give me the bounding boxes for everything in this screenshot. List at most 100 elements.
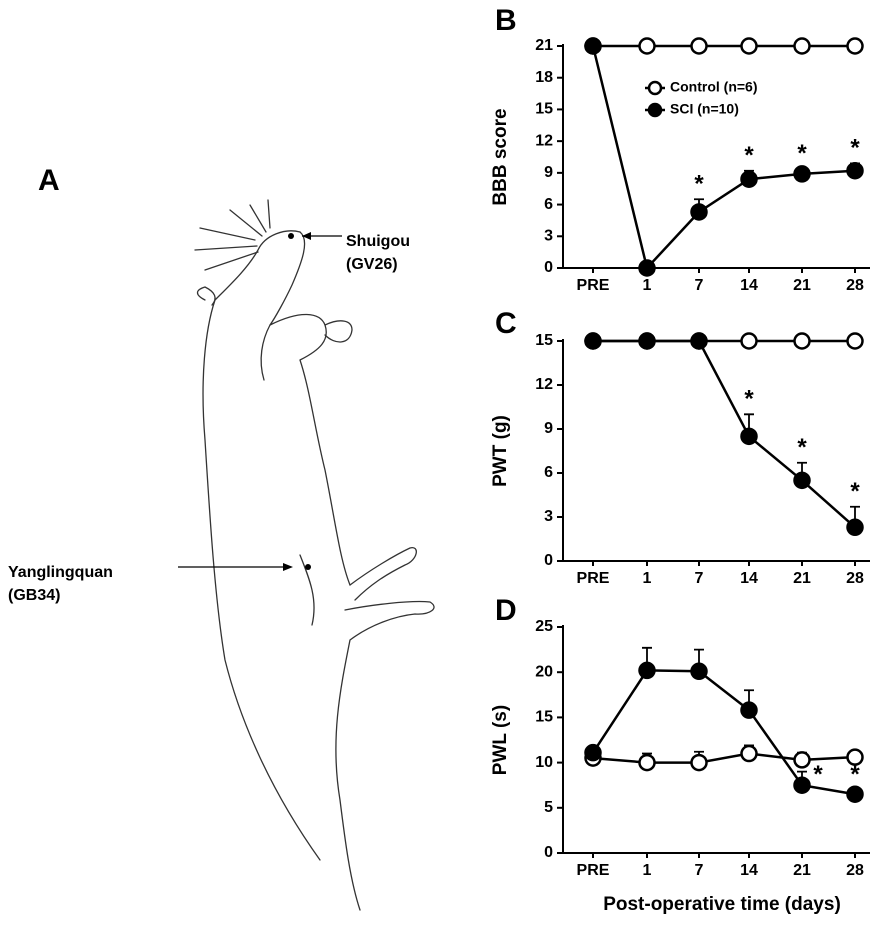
significance-mark: * xyxy=(850,761,860,788)
significance-mark: * xyxy=(797,434,807,461)
x-tick-label: PRE xyxy=(577,570,610,587)
y-tick-label: 0 xyxy=(544,844,553,861)
data-point xyxy=(740,332,758,350)
x-tick-label: PRE xyxy=(577,862,610,879)
y-tick-label: 18 xyxy=(535,69,553,86)
acupoint-name: Yanglingquan xyxy=(8,564,113,581)
x-tick-label: 1 xyxy=(643,277,652,294)
x-tick-label: PRE xyxy=(577,277,610,294)
data-point xyxy=(793,332,811,350)
x-tick-label: 28 xyxy=(846,277,864,294)
x-tick-label: 28 xyxy=(846,862,864,879)
data-point xyxy=(638,37,656,55)
y-tick-label: 21 xyxy=(535,37,553,54)
significance-mark: * xyxy=(744,386,754,413)
y-tick-label: 15 xyxy=(535,332,553,349)
data-point xyxy=(793,776,811,794)
data-point xyxy=(740,744,758,763)
legend-label: Control (n=6) xyxy=(670,79,758,95)
data-point xyxy=(793,37,811,55)
significance-mark: * xyxy=(813,761,823,788)
y-tick-label: 10 xyxy=(535,754,553,771)
data-point xyxy=(846,332,864,350)
x-tick-label: 7 xyxy=(695,277,704,294)
y-axis-label: PWT (g) xyxy=(490,415,511,487)
x-tick-label: 28 xyxy=(846,570,864,587)
y-tick-label: 9 xyxy=(544,164,553,181)
x-tick-label: 7 xyxy=(695,862,704,879)
x-tick-label: 7 xyxy=(695,570,704,587)
data-point xyxy=(793,751,811,769)
y-tick-label: 20 xyxy=(535,663,553,680)
data-point xyxy=(740,170,758,188)
data-point xyxy=(584,37,602,55)
data-point xyxy=(846,161,864,180)
series-line xyxy=(591,45,856,271)
series-line xyxy=(593,339,856,529)
y-tick-label: 0 xyxy=(544,552,553,569)
significance-mark: * xyxy=(850,478,860,505)
x-tick-label: 14 xyxy=(740,570,758,587)
data-point xyxy=(740,427,758,446)
y-axis-label: PWL (s) xyxy=(490,705,511,775)
data-point xyxy=(740,701,758,719)
data-point xyxy=(846,37,864,55)
data-point xyxy=(740,37,758,55)
y-tick-label: 15 xyxy=(535,101,553,118)
data-point xyxy=(638,332,656,350)
panel-label: D xyxy=(495,594,517,627)
x-tick-label: 21 xyxy=(793,862,811,879)
significance-mark: * xyxy=(797,140,807,167)
data-point xyxy=(690,662,708,681)
y-tick-label: 15 xyxy=(535,709,553,726)
legend-marker xyxy=(647,80,663,96)
data-point xyxy=(638,661,656,680)
acupoint-name: Shuigou xyxy=(346,233,410,250)
data-point xyxy=(584,332,602,350)
rat-drawing xyxy=(178,199,435,911)
data-point xyxy=(690,37,708,55)
data-point xyxy=(638,259,656,277)
data-point xyxy=(690,203,708,221)
panel-label: B xyxy=(495,4,517,37)
significance-mark: * xyxy=(744,142,754,169)
y-tick-label: 0 xyxy=(544,259,553,276)
legend-label: SCI (n=10) xyxy=(670,101,739,117)
y-tick-label: 25 xyxy=(535,618,553,635)
y-tick-label: 12 xyxy=(535,132,553,149)
data-point xyxy=(690,753,708,772)
y-tick-label: 6 xyxy=(544,196,553,213)
y-axis-label: BBB score xyxy=(490,108,511,205)
x-tick-label: 14 xyxy=(740,277,758,294)
legend-marker xyxy=(647,102,663,118)
significance-mark: * xyxy=(694,171,704,198)
data-point xyxy=(584,743,602,762)
data-point xyxy=(846,785,864,803)
acupoint-code: (GB34) xyxy=(8,587,60,604)
x-tick-label: 14 xyxy=(740,862,758,879)
data-point xyxy=(793,165,811,183)
y-tick-label: 9 xyxy=(544,420,553,437)
data-point xyxy=(793,471,811,490)
y-tick-label: 3 xyxy=(544,228,553,245)
x-tick-label: 1 xyxy=(643,570,652,587)
data-point xyxy=(846,518,864,537)
x-tick-label: 1 xyxy=(643,862,652,879)
data-point xyxy=(690,332,708,350)
data-point xyxy=(846,748,864,766)
acupoint-code: (GV26) xyxy=(346,256,398,273)
y-tick-label: 6 xyxy=(544,464,553,481)
x-tick-label: 21 xyxy=(793,570,811,587)
x-tick-label: 21 xyxy=(793,277,811,294)
y-tick-label: 5 xyxy=(544,799,553,816)
significance-mark: * xyxy=(850,135,860,162)
y-tick-label: 12 xyxy=(535,376,553,393)
series-line xyxy=(591,669,856,796)
x-axis-label: Post-operative time (days) xyxy=(603,894,841,915)
panel-label: A xyxy=(38,164,60,197)
y-tick-label: 3 xyxy=(544,508,553,525)
panel-label: C xyxy=(495,307,517,340)
data-point xyxy=(638,753,656,772)
